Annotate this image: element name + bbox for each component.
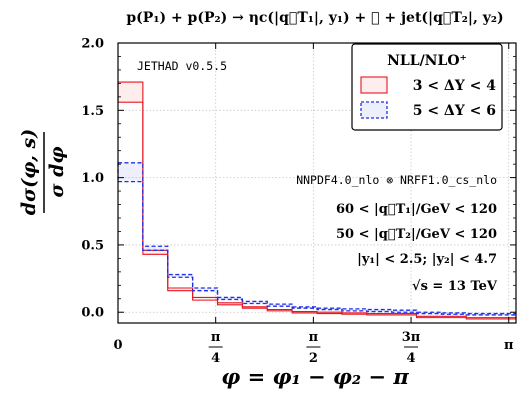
qt1-range-label: 60 < |q⃗T₁|/GeV < 120	[336, 202, 497, 217]
uncertainty-band-bin	[242, 301, 268, 304]
legend: NLL/NLO⁺ 3 < ΔY < 4 5 < ΔY < 6	[351, 43, 503, 131]
y-tick-label: 0.5	[81, 238, 104, 253]
x-tick-label-denominator: 4	[211, 351, 220, 366]
x-tick-label-numerator: 3π	[402, 330, 421, 345]
uncertainty-band-bin	[441, 312, 467, 315]
legend-label-series-1: 3 < ΔY < 4	[413, 78, 497, 94]
x-tick-label-denominator: 2	[309, 351, 318, 366]
legend-label-series-2: 5 < ΔY < 6	[413, 103, 496, 119]
pdf-label: NNPDF4.0_nlo ⊗ NRFF1.0_cs_nlo	[296, 173, 497, 187]
y-tick-label: 2.0	[81, 37, 104, 52]
uncertainty-band-bin	[366, 313, 392, 315]
uncertainty-band-bin	[466, 317, 492, 319]
legend-box	[351, 43, 503, 131]
uncertainty-band-bin	[391, 313, 417, 315]
version-label: JETHAD v0.5.5	[137, 59, 227, 73]
y-tick-label: 1.5	[81, 104, 104, 119]
uncertainty-band-bin	[416, 316, 442, 318]
y-axis-label: dσ(φ, s) σ dφ	[18, 129, 68, 215]
x-tick-label-numerator: π	[309, 330, 319, 345]
uncertainty-bands	[118, 82, 516, 319]
x-axis-label: φ = φ₁ − φ₂ − π	[221, 364, 409, 389]
series-1-lower-step-line	[118, 101, 516, 320]
uncertainty-band-bin	[317, 308, 342, 310]
uncertainty-band-bin	[341, 308, 367, 311]
uncertainty-band-bin	[466, 313, 492, 315]
uncertainty-band-bin	[292, 306, 317, 309]
y-axis-label-denominator: σ dφ	[46, 146, 68, 197]
uncertainty-band-bin	[366, 309, 392, 312]
rapidity-range-label: |y₁| < 2.5; |y₂| < 4.7	[357, 252, 497, 267]
legend-swatch-series-2	[360, 101, 388, 119]
uncertainty-band-bin	[167, 274, 193, 278]
uncertainty-band-bin	[416, 312, 442, 314]
qt2-range-label: 50 < |q⃗T₂|/GeV < 120	[336, 227, 497, 242]
chart-title: p(P₁) + p(P₂) → ηc(|q⃗T₁|, y₁) + 𝒳 + jet…	[126, 10, 503, 26]
x-tick-label: 0	[113, 338, 122, 353]
uncertainty-band-bin	[167, 288, 193, 291]
y-axis-label-numerator: dσ(φ, s)	[18, 129, 40, 215]
uncertainty-band-bin	[242, 306, 268, 309]
x-tick-label-numerator: π	[211, 330, 221, 345]
uncertainty-band-bin	[217, 297, 243, 300]
x-tick-label: π	[504, 338, 514, 353]
series-2-lower-step-line	[118, 181, 516, 316]
uncertainty-band-bin	[292, 311, 317, 313]
uncertainty-band-bin	[391, 310, 417, 313]
uncertainty-band-bin	[317, 312, 342, 314]
x-tick-label-denominator: 4	[407, 351, 416, 366]
uncertainty-band-bin	[217, 302, 243, 305]
uncertainty-band-bin	[267, 309, 293, 311]
uncertainty-band-bin	[192, 288, 218, 291]
uncertainty-band-bin	[341, 312, 367, 315]
plot-frame	[117, 42, 517, 324]
uncertainty-band-bin	[118, 82, 143, 103]
uncertainty-band-bin	[491, 313, 516, 315]
y-tick-label: 1.0	[81, 171, 104, 186]
legend-title: NLL/NLO⁺	[387, 53, 467, 69]
y-tick-label: 0.0	[81, 306, 104, 321]
legend-swatch-series-1	[360, 76, 388, 94]
uncertainty-band-bin	[441, 316, 467, 318]
uncertainty-band-bin	[142, 246, 168, 251]
axis-ticks: 0.0 0.5 1.0 1.5 2.0 0 π 4 π 2 3π 4 π	[81, 37, 516, 366]
uncertainty-band-bin	[142, 250, 168, 255]
uncertainty-band-bin	[491, 317, 516, 319]
uncertainty-band-bin	[192, 297, 218, 301]
uncertainty-band-bin	[267, 304, 293, 307]
uncertainty-band-bin	[118, 162, 143, 182]
energy-label: √s = 13 TeV	[412, 279, 498, 294]
